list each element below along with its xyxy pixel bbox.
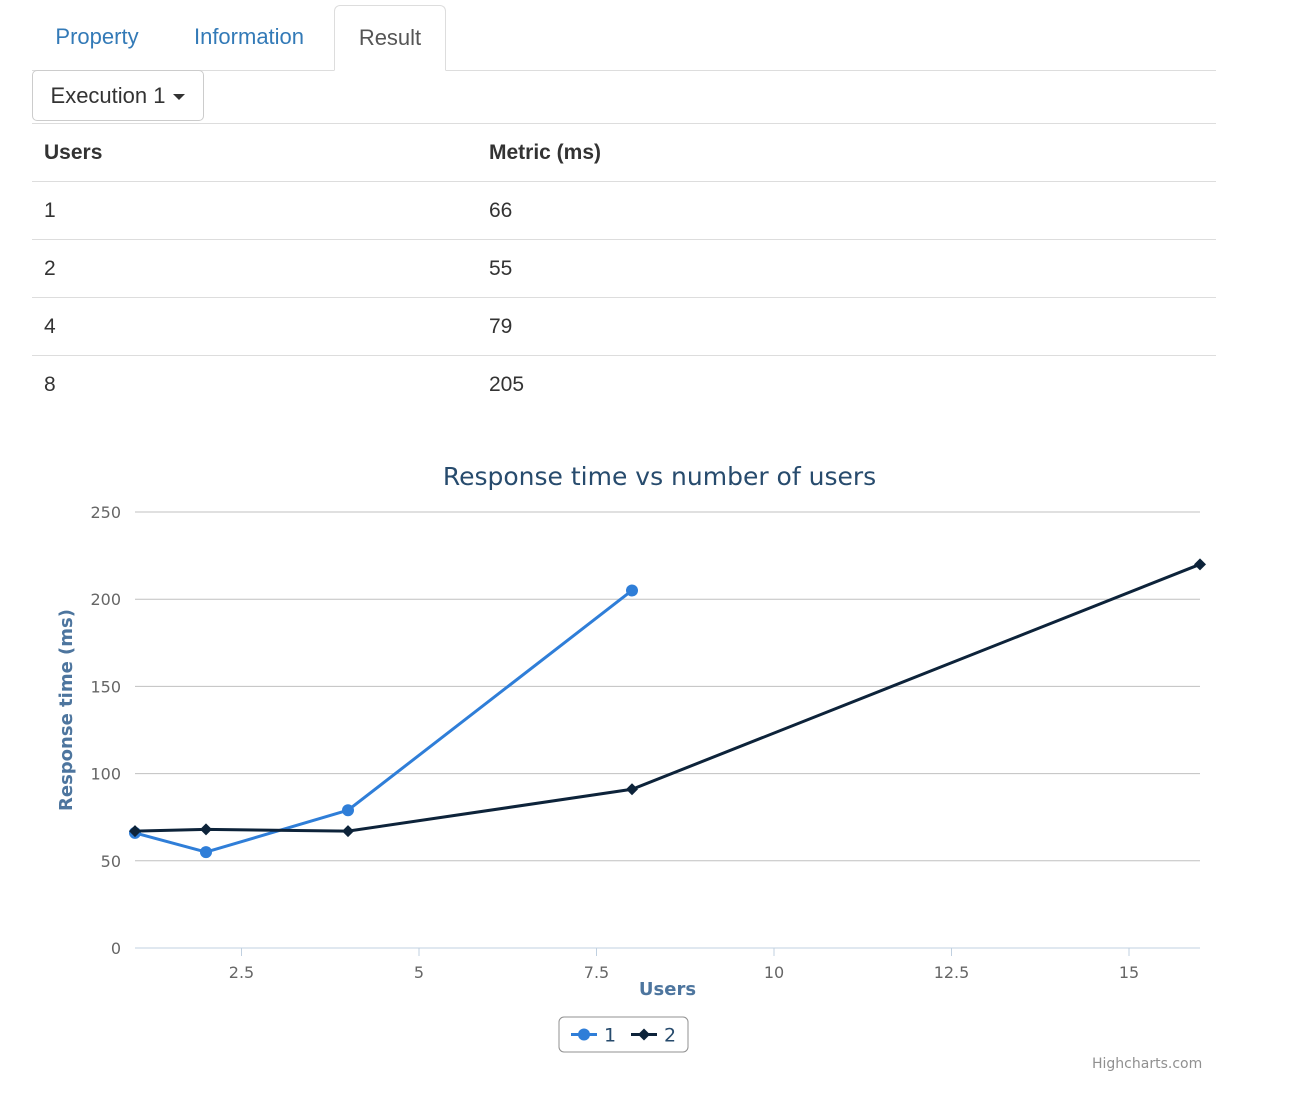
cell-users: 2 [44, 256, 56, 280]
x-tick-label: 2.5 [229, 963, 254, 982]
x-tick-label: 7.5 [584, 963, 609, 982]
cell-users: 4 [44, 314, 56, 338]
table-row: 8 205 [32, 356, 1216, 414]
cell-metric: 79 [489, 314, 513, 338]
execution-dropdown-label: Execution 1 [50, 82, 166, 108]
series-1-point [200, 846, 212, 859]
x-tick-label: 12.5 [934, 963, 970, 982]
caret-down-icon [173, 93, 186, 100]
cell-metric: 205 [489, 372, 525, 396]
table-row: 2 55 [32, 240, 1216, 298]
series-line-2 [134, 562, 1201, 833]
cell-users: 8 [44, 372, 56, 396]
chart-legend [558, 1016, 689, 1053]
y-axis-title: Response time (ms) [56, 609, 77, 811]
y-tick-label: 200 [90, 590, 121, 609]
table-row: 1 66 [32, 182, 1216, 240]
header-users: Users [44, 140, 103, 164]
series-2-point [129, 825, 141, 838]
series-2-point [1194, 558, 1206, 571]
tab-property[interactable]: Property [55, 24, 139, 49]
series-2-point [342, 825, 354, 838]
x-tick-label: 10 [764, 963, 784, 982]
legend-item-1[interactable]: 1 [571, 1025, 616, 1047]
cell-metric: 55 [489, 256, 513, 280]
cell-users: 1 [44, 198, 56, 222]
y-tick-label: 50 [101, 852, 121, 871]
series-line-1 [134, 589, 633, 854]
y-tick-label: 0 [111, 939, 121, 958]
table-row: 4 79 [32, 298, 1216, 356]
response-time-chart: Response time vs number of users05010015… [56, 462, 1206, 1053]
x-axis-title: Users [639, 979, 696, 1000]
tab-bar: Property Information Result [32, 0, 1216, 71]
tab-information[interactable]: Information [193, 24, 305, 49]
chart-credits[interactable]: Highcharts.com [1092, 1056, 1203, 1072]
series-2-point [626, 783, 638, 796]
legend-item-2[interactable]: 2 [631, 1025, 676, 1047]
results-table: Users Metric (ms) 1 66 2 55 4 79 8 205 [32, 123, 1216, 414]
execution-dropdown[interactable]: Execution 1 [32, 70, 204, 121]
legend-marker-1 [578, 1028, 590, 1041]
y-tick-label: 100 [90, 765, 121, 784]
header-metric: Metric (ms) [489, 140, 602, 164]
x-tick-label: 5 [414, 963, 424, 982]
legend-label-1: 1 [604, 1025, 616, 1047]
cell-metric: 66 [489, 198, 513, 222]
tab-result[interactable]: Result [334, 5, 446, 71]
series-1-point [342, 804, 354, 817]
series-1-point [626, 584, 638, 597]
y-tick-label: 250 [90, 503, 121, 522]
table-header-row: Users Metric (ms) [32, 123, 1216, 182]
chart-title: Response time vs number of users [443, 462, 876, 491]
y-tick-label: 150 [90, 677, 121, 696]
x-tick-label: 15 [1119, 963, 1139, 982]
legend-label-2: 2 [664, 1025, 676, 1047]
series-2-point [200, 823, 212, 836]
legend-marker-2 [638, 1028, 650, 1041]
